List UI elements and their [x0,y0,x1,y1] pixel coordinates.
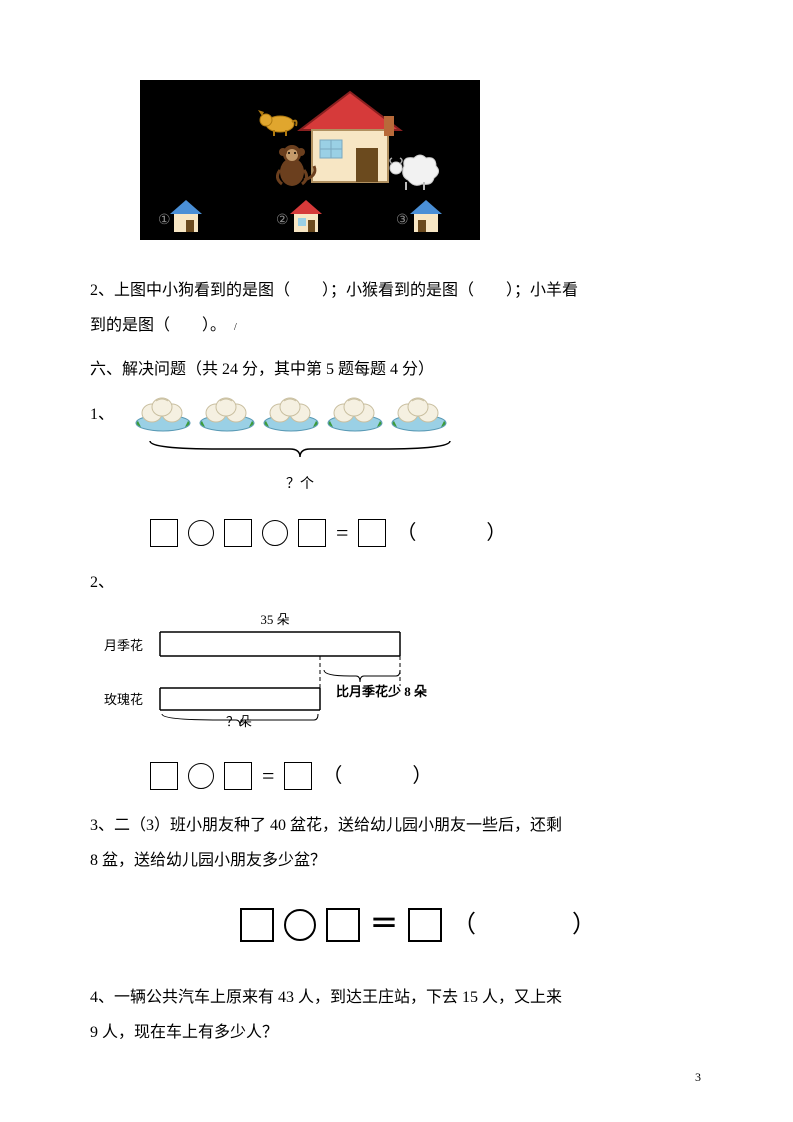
equation-circle[interactable] [284,909,316,941]
equation-box[interactable] [326,908,360,942]
equation-box[interactable] [224,762,252,790]
q2-scene-line2: 到的是图（ ）。 / [90,308,703,343]
page-number: 3 [695,1064,701,1090]
slash-mark: / [234,322,237,333]
q3-line1: 3、二（3）班小朋友种了 40 盆花，送给幼儿园小朋友一些后，还剩 [90,808,703,843]
equation-box[interactable] [240,908,274,942]
equation-box[interactable] [150,519,178,547]
svg-text:②: ② [276,213,289,228]
equals-sign: ＝ [370,894,398,956]
equation-1: = （ ） [150,509,703,557]
q1-label: 1、 [90,397,114,432]
equation-box[interactable] [150,762,178,790]
equation-2: = （ ） [150,752,703,800]
equation-circle[interactable] [188,520,214,546]
svg-text:①: ① [158,213,171,228]
section6-header: 六、解决问题（共 24 分，其中第 5 题每题 4 分） [90,352,703,387]
equation-box[interactable] [358,519,386,547]
bar-row2-qmark: ？朵 [226,714,252,729]
q3-line2: 8 盆，送给幼儿园小朋友多少盆？ [90,843,703,878]
unit-paren[interactable]: （ ） [452,899,612,952]
q2-label: 2、 [90,565,703,600]
q2-scene-line1: 2、上图中小狗看到的是图（ ）；小猴看到的是图（ ）；小羊看 [90,273,703,308]
bar-row1-label: 月季花 [104,638,143,653]
bar-diff-label: 比月季花少 8 朵 [336,684,427,699]
bar-row1-value: 35 朵 [260,612,289,627]
q4-line2: 9 人，现在车上有多少人？ [90,1015,703,1050]
dumpling-plate [390,393,448,433]
dumpling-plate [134,393,192,433]
equation-3: ＝ （ ） [240,894,703,956]
scene-illustration: ① ② ③ [140,80,703,253]
equation-circle[interactable] [188,763,214,789]
q1-row: 1、 [90,387,703,435]
curly-brace [140,435,460,463]
brace-label: ？个 [140,470,460,501]
dumpling-plate [326,393,384,433]
q2-scene-suffix: 到的是图（ ）。 [90,317,226,334]
equation-box[interactable] [408,908,442,942]
equation-box[interactable] [284,762,312,790]
dumpling-plate [262,393,320,433]
equals-sign: = [336,509,348,557]
bar-row2-label: 玫瑰花 [104,692,143,707]
q4-line1: 4、一辆公共汽车上原来有 43 人，到达王庄站，下去 15 人，又上来 [90,980,703,1015]
bar-diagram: 月季花 35 朵 玫瑰花 比月季花少 8 朵 ？朵 [100,610,703,743]
unit-paren[interactable]: （ ） [322,754,442,798]
equation-box[interactable] [224,519,252,547]
dumplings-plates [134,393,448,433]
equals-sign: = [262,752,274,800]
equation-box[interactable] [298,519,326,547]
equation-circle[interactable] [262,520,288,546]
unit-paren[interactable]: （ ） [396,511,516,555]
dumpling-plate [198,393,256,433]
svg-text:③: ③ [396,213,409,228]
